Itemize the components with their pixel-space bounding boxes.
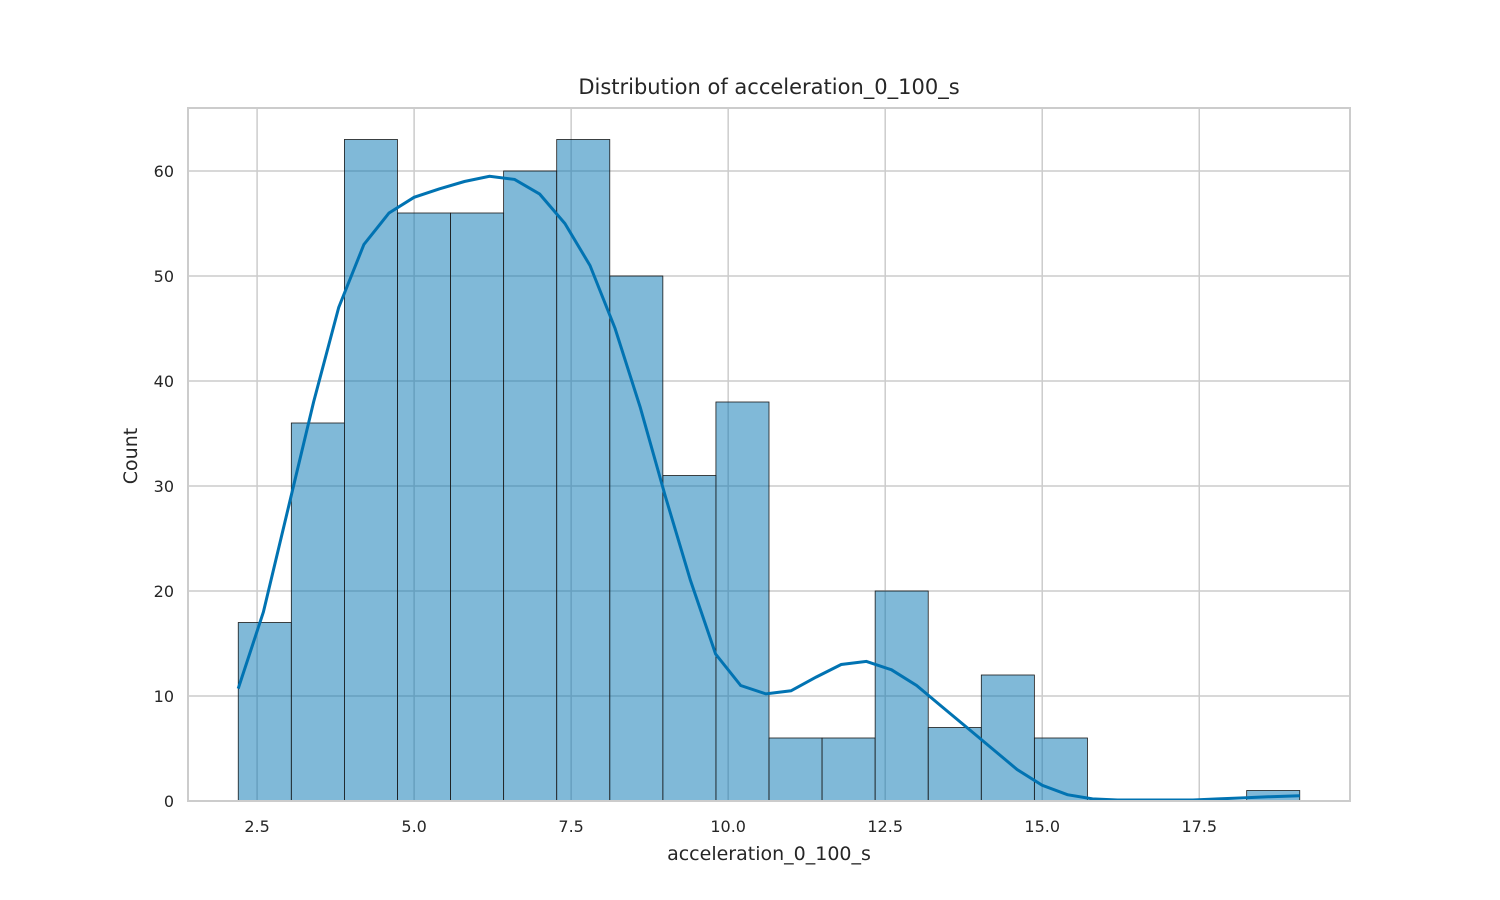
histogram-bar	[715, 401, 770, 802]
y-tick-label: 50	[154, 267, 174, 286]
y-tick-label: 40	[154, 372, 174, 391]
histogram-bar	[237, 622, 292, 802]
histogram-bar	[927, 727, 982, 802]
x-tick-label: 10.0	[710, 817, 746, 836]
y-axis-label: Count	[120, 428, 142, 484]
histogram-bar	[821, 737, 876, 802]
histogram-bar	[503, 170, 558, 802]
x-tick-label: 5.0	[401, 817, 426, 836]
histogram-bar	[609, 275, 664, 802]
x-tick-label: 7.5	[558, 817, 583, 836]
y-tick-label: 30	[154, 477, 174, 496]
histogram-bars	[237, 139, 1301, 802]
histogram-bar	[1033, 737, 1088, 802]
x-tick-label: 12.5	[867, 817, 903, 836]
x-tick-label: 17.5	[1181, 817, 1217, 836]
histogram-bar	[768, 737, 823, 802]
y-tick-label: 10	[154, 687, 174, 706]
y-tick-label: 60	[154, 162, 174, 181]
x-axis-label: acceleration_0_100_s	[667, 843, 871, 865]
x-tick-label: 15.0	[1024, 817, 1060, 836]
plot-frame	[187, 107, 1351, 802]
x-tick-label: 2.5	[244, 817, 269, 836]
y-tick-label: 0	[164, 792, 174, 811]
histogram-bar	[874, 590, 929, 802]
x-tick-labels: 2.5 5.0 7.5 10.0 12.5 15.0 17.5	[244, 817, 1217, 836]
histogram-bar	[662, 475, 717, 802]
histogram-bar	[980, 674, 1035, 802]
histogram-bar	[397, 212, 451, 802]
histogram-bar	[556, 139, 611, 802]
histogram-bar	[343, 139, 398, 802]
y-tick-labels: 0 10 20 30 40 50 60	[154, 162, 174, 811]
y-tick-label: 20	[154, 582, 174, 601]
histogram-bar	[290, 422, 345, 802]
histogram-bar	[450, 212, 505, 802]
chart-title: Distribution of acceleration_0_100_s	[578, 75, 959, 100]
